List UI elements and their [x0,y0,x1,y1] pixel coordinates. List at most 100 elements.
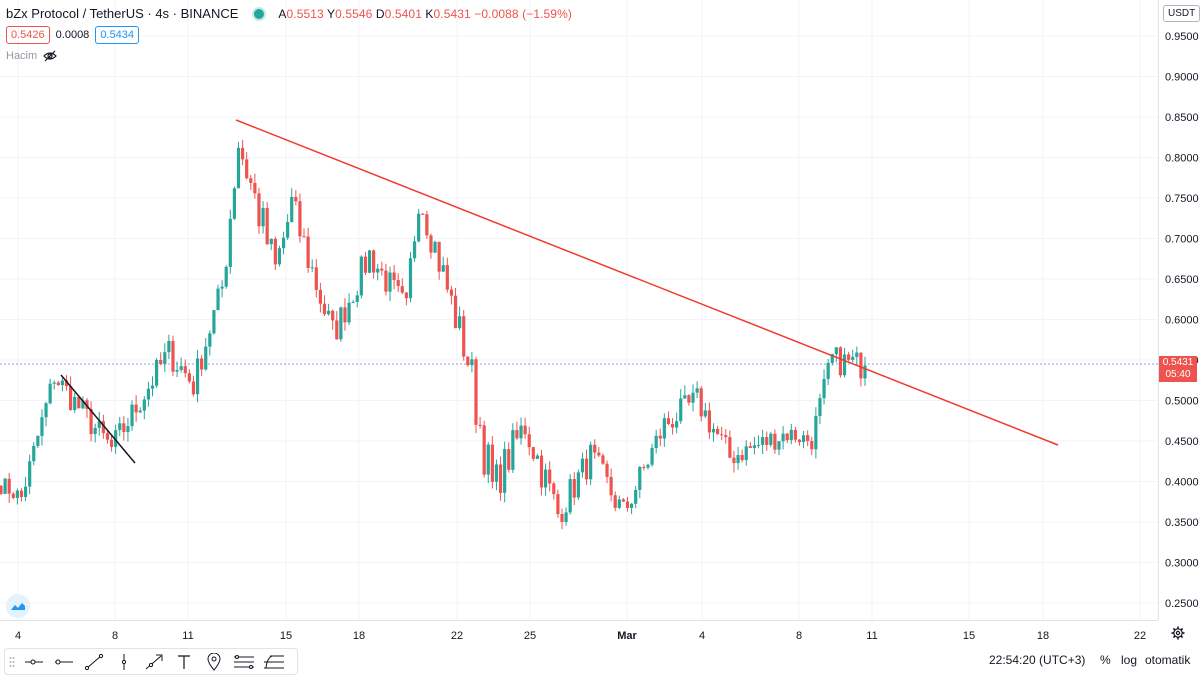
candle-body [777,441,781,450]
candle-body [810,441,814,450]
candle-body [372,250,376,273]
candle-body [175,370,179,372]
volume-label[interactable]: Hacim [6,50,38,62]
trendline-red[interactable] [235,119,1059,446]
candle-body [670,424,675,428]
candle-body [281,237,286,249]
candle-body [359,256,363,296]
candle-body [539,455,544,488]
text-icon[interactable] [169,649,199,674]
candle-body [584,458,589,480]
settings-gear-icon[interactable] [1171,626,1185,640]
candle-body [773,433,777,450]
time-axis[interactable]: 4 8 11 15 18 22 25 Mar 4 8 11 15 18 22 [0,620,1158,646]
candle-body [572,479,576,498]
candle-body [703,410,707,417]
candle-body [40,417,44,436]
candle-body [859,352,863,379]
volume-indicator-row: Hacim [6,50,58,62]
candle-body [445,265,449,290]
candle-body [171,340,175,372]
tradingview-logo-icon[interactable] [6,594,30,618]
candle-body [77,396,81,409]
candle-body [498,464,503,493]
candle-body [163,352,167,365]
candle-body [257,193,261,227]
candle-body [7,478,11,494]
candle-body [580,458,585,473]
candle-body [752,445,757,448]
candle-body [118,423,122,431]
time-axis-labels: 4 8 11 15 18 22 25 Mar 4 8 11 15 18 22 [15,630,1146,642]
fib-icon[interactable] [259,649,289,674]
candle-body [482,425,486,475]
price-axis[interactable]: 0.9500 0.9000 0.8500 0.8000 0.7500 0.7000 0.65… [1158,0,1200,620]
candle-body [412,241,417,259]
clock-timezone[interactable]: 22:54:20 (UTC+3) [989,653,1086,667]
candle-body [146,388,151,400]
candle-body [453,295,458,329]
candle-body [183,366,187,374]
symbol-title[interactable]: bZx Protocol / TetherUS · 4s · BINANCE [6,6,239,21]
time-tick-label: 11 [182,630,193,642]
candle-body [650,447,654,465]
time-tick-label: 4 [15,630,21,642]
candle-body [470,359,474,366]
candle-body [605,463,609,477]
candle-body [314,267,318,290]
percent-toggle[interactable]: % [1100,653,1111,667]
buy-button[interactable]: 0.5434 [95,26,139,44]
eye-off-icon[interactable] [43,50,58,62]
candle-body [593,444,597,453]
candle-body [535,455,540,459]
low-value: 0.5401 [384,6,422,21]
candle-body [724,435,728,438]
candle-body [60,380,65,386]
candle-body [806,435,810,442]
candle-body [699,388,703,417]
candle-body [261,207,265,227]
price-tick-label: 0.4500 [1165,436,1199,448]
auto-scale-toggle[interactable]: otomatik [1145,653,1191,667]
candle-body [155,359,159,386]
candle-body [249,178,253,183]
arrow-line-icon[interactable] [139,649,169,674]
price-chart[interactable] [0,0,1158,620]
candle-body [687,395,691,403]
candle-body [838,347,843,376]
candle-body [756,444,761,446]
candle-body [331,310,335,321]
candle-body [339,307,343,340]
price-tick-label: 0.3000 [1165,558,1199,570]
candle-body [306,236,310,269]
candle-body [744,446,748,461]
candle-body [191,381,196,395]
vertical-line-icon[interactable] [109,649,139,674]
price-tick-label: 0.7500 [1165,193,1199,205]
horizontal-line-icon[interactable] [49,649,79,674]
log-toggle[interactable]: log [1121,653,1138,667]
sell-button[interactable]: 0.5426 [6,26,50,44]
candle-body [666,418,671,425]
candle-body [425,214,429,236]
currency-button[interactable]: USDT [1163,5,1200,22]
candle-body [302,236,306,238]
candle-body [179,366,183,371]
candle-body [142,399,146,411]
channel-icon[interactable] [229,649,259,674]
trend-line-icon[interactable] [79,649,109,674]
horizontal-ray-icon[interactable] [19,649,49,674]
candle-body [15,490,19,498]
time-tick-label: 18 [353,630,365,642]
candle-body [851,356,855,360]
pin-icon[interactable] [199,649,229,674]
candle-body [830,354,834,363]
candle-body [560,513,564,522]
last-price-value: 0.5431 [1162,357,1194,368]
trendline-black[interactable] [60,374,136,464]
candle-body [609,476,613,496]
drag-grip-icon[interactable] [5,649,19,674]
candle-body [531,447,535,459]
candle-body [695,388,699,393]
candle-body [400,286,404,293]
